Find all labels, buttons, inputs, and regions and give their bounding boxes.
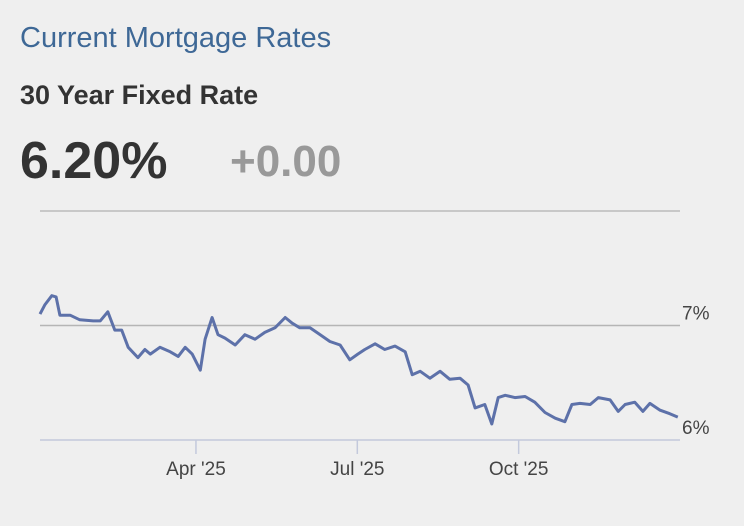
x-tick-label: Oct '25 [489, 459, 549, 480]
rate-line [38, 294, 679, 426]
x-tick-label: Apr '25 [166, 459, 226, 480]
rate-value: 6.20% [20, 132, 167, 190]
rate-change: +0.00 [230, 137, 341, 186]
y-tick-label: 7% [682, 304, 710, 325]
rate-label: 30 Year Fixed Rate [20, 80, 258, 110]
page-title: Current Mortgage Rates [20, 22, 331, 54]
x-tick-label: Jul '25 [330, 459, 384, 480]
y-tick-label: 6% [682, 418, 710, 439]
